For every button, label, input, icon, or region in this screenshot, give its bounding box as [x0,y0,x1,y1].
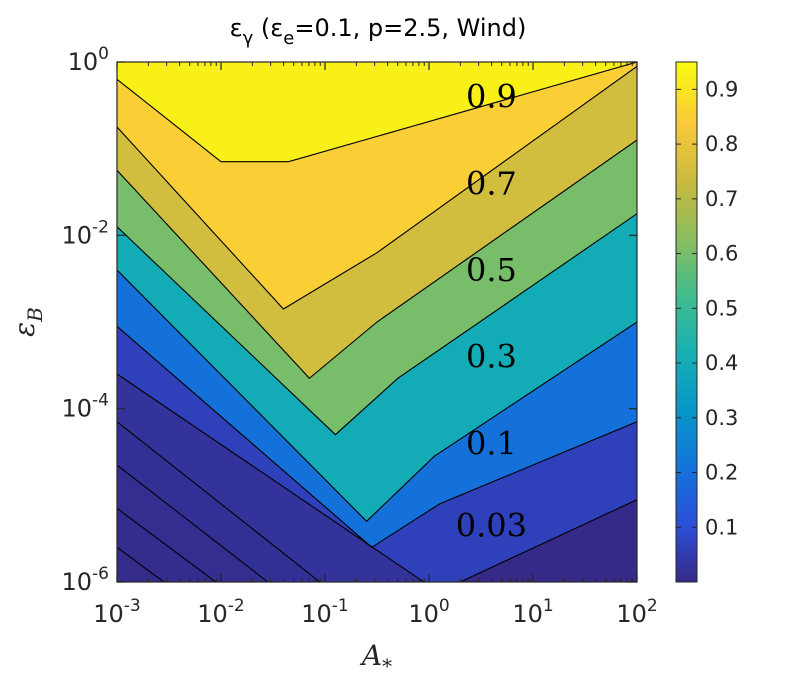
y-tick-label: 10-2 [62,217,110,249]
contour-line [117,213,637,436]
colorbar-tick-label: 0.4 [705,351,738,375]
y-axis-label-sub: B [23,307,47,323]
x-tick-label: 10-1 [301,596,349,628]
contour-label: 0.1 [466,424,517,462]
y-axis-label-main: ε [8,322,41,337]
colorbar-tick-label: 0.5 [705,296,738,320]
contour-label: 0.03 [456,507,527,545]
x-tick-label: 102 [616,596,657,628]
x-tick-label: 10-2 [197,596,245,628]
plot-area [117,62,637,582]
colorbar-tick-label: 0.9 [705,77,738,101]
contour-line [117,546,165,582]
contour-label: 0.3 [466,338,517,376]
x-tick-label: 100 [408,596,449,628]
colorbar [675,61,698,583]
contour-label: 0.9 [466,78,517,116]
chart-title: εγ (εe=0.1, p=2.5, Wind) [230,14,527,49]
contour-line [117,139,637,380]
contour-label-group: 0.9 0.7 0.5 0.3 0.1 0.03 [456,78,527,545]
y-tick-label: 10-6 [62,564,110,596]
title-rest: =0.1, p=2.5, Wind) [294,14,526,42]
x-axis-label-main: A [359,639,382,672]
contour-line [117,373,425,582]
title-epsilon-sub: γ [243,28,254,49]
title-params-sub: e [283,28,294,49]
contour-line [117,62,637,163]
y-axis-ticks: 100 10-2 10-4 10-6 [62,44,637,596]
contour-lines [117,62,637,582]
x-tick-label: 101 [512,596,553,628]
colorbar-tick-label: 0.7 [705,187,738,211]
colorbar-tick-label: 0.3 [705,406,738,430]
contour-label: 0.7 [466,164,517,202]
contour-line [117,464,269,582]
contour-line [117,269,637,523]
contour-label: 0.5 [466,251,517,289]
contour-line [117,421,321,582]
heatmap-bands [117,62,637,582]
y-tick-label: 100 [68,44,109,76]
title-params: (ε [253,14,283,42]
contour-line [117,65,637,310]
y-axis-label: εB [8,307,47,337]
colorbar-tick-label: 0.1 [705,515,738,539]
y-tick-label: 10-4 [62,391,110,423]
title-epsilon: ε [230,14,243,42]
colorbar-tick-label: 0.6 [705,242,738,266]
contour-line [117,507,217,582]
x-axis-label-sub: * [382,654,392,678]
x-axis-ticks: 10-3 10-2 10-1 100 101 102 [93,62,658,628]
x-tick-label: 10-3 [93,596,141,628]
colorbar-ticks: 0.9 0.8 0.7 0.6 0.5 0.4 0.3 0.2 0.1 [676,77,738,539]
contour-line [459,499,637,582]
x-axis-label: A* [359,639,392,678]
plot-frame [116,61,638,583]
colorbar-tick-label: 0.8 [705,132,738,156]
heatmap-band [117,62,637,162]
contour-line [117,325,637,548]
colorbar-tick-label: 0.2 [705,461,738,485]
